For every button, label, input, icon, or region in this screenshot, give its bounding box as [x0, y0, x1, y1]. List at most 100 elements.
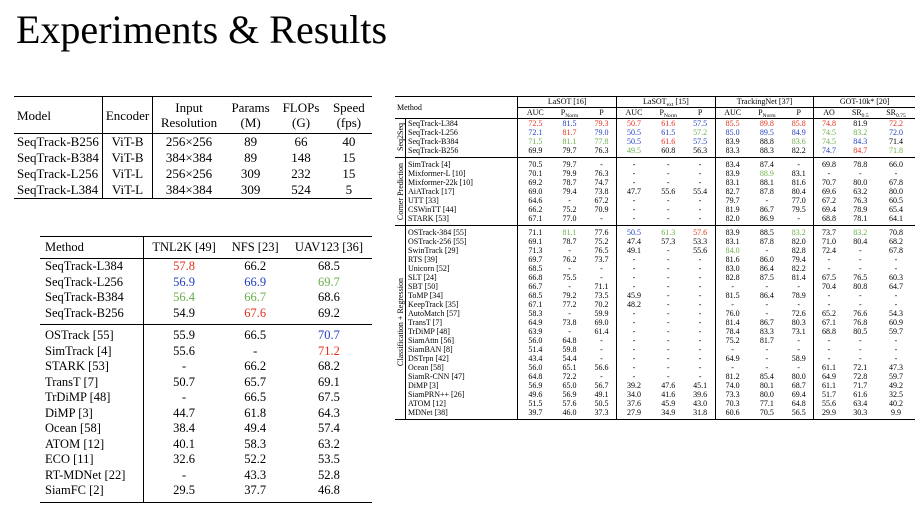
value-cell: 70.4	[813, 282, 844, 291]
value-cell: 85.4	[759, 372, 774, 381]
value-cell: -	[894, 255, 898, 264]
value-cell: 68.8	[813, 214, 844, 226]
value-cell: 64.8	[791, 399, 806, 408]
table-cell: 46.8	[318, 483, 340, 498]
table-cell: 89	[244, 150, 258, 165]
value-cell: 78.1	[853, 214, 868, 223]
value-cell: 71.3	[517, 246, 553, 255]
method-cell: ToMP [34]	[404, 291, 518, 300]
value-cell: -	[813, 255, 844, 264]
value-cell: 88.9	[750, 169, 785, 178]
value-cell: 80.0	[759, 390, 774, 399]
value-cell: 72.4	[813, 246, 844, 255]
value-cell: 79.0	[587, 128, 617, 137]
method-cell: SiamR-CNN [47]	[404, 372, 518, 381]
value-cell: 63.2	[853, 187, 868, 196]
value-cell: -	[813, 264, 844, 273]
table-row: TransT [7] 64.9 73.8 69.0- - -81.4 86.7 80.3 67.…	[395, 318, 915, 327]
value-cell: 69.0	[517, 187, 553, 196]
value-cell: 61.6	[651, 119, 686, 128]
value-cell: -	[616, 282, 651, 291]
table-cell: SeqTrack-L384	[17, 182, 99, 197]
value-cell: 72.5	[517, 118, 553, 128]
method-cell: SeqTrack-B384	[404, 137, 518, 146]
method-cell: ATOM [12]	[404, 399, 518, 408]
value-cell: 82.8	[714, 273, 750, 282]
table-row: SeqTrack-L384 ViT-L 384×384 309 524 5	[14, 182, 372, 199]
value-cell: 75.2	[562, 205, 577, 214]
value-cell: 72.2	[562, 372, 577, 381]
method-cell: DSTrpn [42]	[404, 354, 518, 363]
table-row: SiamBAN [8] 51.4 59.8 - - - - - - - - - -	[395, 345, 915, 354]
header-cell: Model	[14, 96, 103, 134]
value-cell: -	[616, 363, 651, 372]
table-row: TrDiMP [48] 63.9-61.4- - -78.4 83.3 73.1 68.8 8…	[395, 327, 915, 336]
value-cell: 53.3	[693, 237, 708, 246]
cell-text: 72.2	[888, 119, 903, 128]
value-cell: 65.1	[562, 363, 577, 372]
value-cell: 67.8	[888, 246, 903, 255]
method-cell: STARK [53]	[404, 214, 518, 226]
table-row: Corner Prediction SimTrack [4] 70.5 79.7- - -…	[395, 157, 915, 226]
cell-text: 66.9	[244, 274, 267, 289]
value-cell: 56.0	[517, 363, 553, 372]
value-cell: 65.0	[562, 381, 577, 390]
cell-text: 84.9	[791, 128, 806, 137]
value-cell: -	[765, 282, 769, 291]
value-cell: 45.9	[661, 399, 676, 408]
value-cell: 55.4	[693, 187, 708, 196]
value-cell: 55.6	[661, 187, 676, 196]
value-cell: 66.8	[517, 273, 553, 282]
header-cell: Speed (fps)	[325, 96, 372, 134]
value-cell: 67.1	[517, 300, 553, 309]
value-cell: 57.5	[685, 137, 715, 146]
cell-text: 74.8	[821, 119, 836, 128]
table-cell: 29.5	[173, 483, 196, 498]
value-cell: 71.7	[853, 381, 868, 390]
cell-text: 66.7	[244, 290, 267, 305]
cell-text: 71.8	[888, 146, 903, 155]
value-cell: 59.8	[562, 345, 577, 354]
table-row: RT-MDNet [22] - 43.3 52.8	[40, 467, 372, 483]
cell-text: 89.8	[759, 119, 774, 128]
value-cell: 67.2	[813, 196, 844, 205]
table-cell: 56.9	[143, 275, 224, 291]
table-cell: 15	[342, 150, 356, 165]
table-row: SeqTrack-L256 72.1 81.7 79.0 50.5 61.5 57.2 85.…	[395, 128, 915, 137]
value-cell: -	[600, 336, 603, 345]
value-cell: -	[600, 354, 603, 363]
value-cell: 64.7	[888, 282, 903, 291]
value-cell: 80.8	[853, 282, 868, 291]
cell-text: 83.2	[853, 128, 868, 137]
table-row: Mixformer-L [10] 70.1 79.9 76.3- - -83.9 88.9 8…	[395, 169, 915, 178]
method-cell: SeqTrack-B256	[404, 146, 518, 158]
value-cell: -	[858, 264, 862, 273]
table-cell: 55.6	[173, 343, 196, 358]
value-cell: -	[698, 291, 702, 300]
table-row: SimTrack [4] 55.6 - 71.2	[40, 343, 372, 359]
value-cell: 81.5	[552, 119, 587, 128]
value-cell: 73.7	[594, 255, 609, 264]
value-cell: -	[616, 205, 651, 214]
value-cell: -	[568, 264, 571, 273]
table-row: SeqTrack-L256 ViT-L 256×256 309 232 15	[14, 166, 372, 182]
table-cell: 66.5	[224, 324, 286, 344]
value-cell: 64.8	[517, 372, 553, 381]
value-cell: -	[698, 214, 702, 223]
value-cell: -	[698, 273, 702, 282]
value-cell: -	[616, 354, 651, 363]
value-cell: 29.9	[813, 408, 844, 420]
cell-text: 83.2	[791, 228, 806, 237]
cell-text: LaSOT	[643, 97, 667, 106]
value-cell: 73.3	[714, 390, 750, 399]
value-cell: 70.7	[813, 178, 844, 187]
value-cell: -	[616, 327, 651, 336]
table-row: TransT [7] 50.7 65.7 69.1	[40, 374, 372, 390]
value-cell: 81.7	[552, 128, 587, 137]
value-cell: 50.5	[616, 225, 651, 237]
value-cell: 87.8	[759, 187, 774, 196]
value-cell: -	[616, 318, 651, 327]
table-row: DiMP [3] 56.9 65.0 56.7 39.2 47.6 45.1 74.0 80.1…	[395, 381, 915, 390]
value-cell: 61.4	[594, 327, 609, 336]
value-cell: -	[813, 291, 844, 300]
